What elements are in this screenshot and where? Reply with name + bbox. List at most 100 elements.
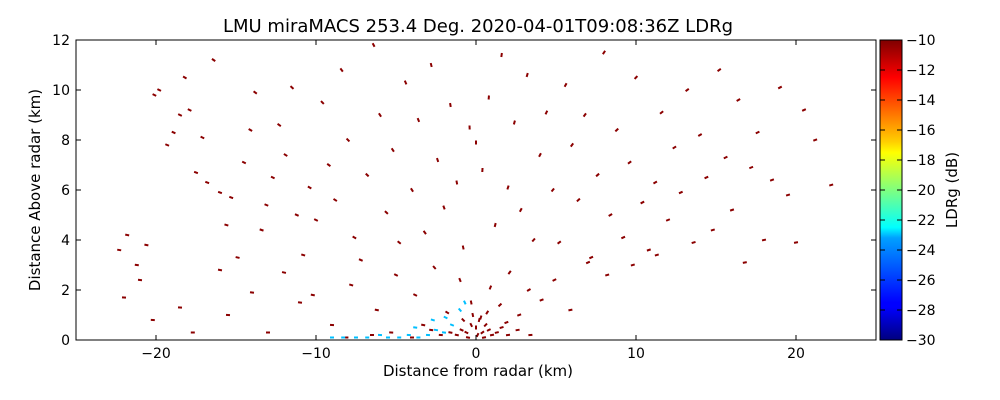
- data-point: [582, 112, 587, 118]
- y-tick-label: 6: [61, 183, 70, 199]
- data-point: [193, 170, 199, 175]
- data-point: [421, 323, 426, 327]
- data-point: [182, 75, 188, 80]
- data-point: [217, 190, 223, 195]
- data-point: [678, 190, 684, 195]
- data-point: [125, 233, 130, 237]
- data-point: [633, 75, 639, 80]
- data-point: [486, 328, 492, 332]
- data-point: [471, 312, 475, 318]
- data-point: [441, 331, 447, 334]
- data-point: [729, 208, 735, 212]
- data-point: [187, 108, 192, 112]
- data-point: [568, 308, 573, 312]
- data-point: [455, 180, 459, 185]
- y-tick-label: 10: [52, 83, 70, 99]
- data-point: [459, 328, 464, 332]
- data-point: [144, 243, 149, 247]
- data-point: [475, 332, 480, 338]
- data-point: [539, 298, 544, 302]
- colorbar: −10 −12 −14 −16 −18 −20 −22 −24 −26 −28 −30 LDRg (…: [879, 33, 961, 349]
- data-point: [457, 307, 463, 313]
- data-point: [654, 253, 660, 257]
- data-point: [352, 235, 357, 240]
- data-point: [204, 180, 210, 185]
- y-axis: 0 2 4 6 8 10 12: [52, 33, 876, 349]
- data-point: [563, 82, 568, 88]
- data-point: [454, 333, 459, 337]
- data-point: [506, 185, 510, 190]
- data-point: [685, 87, 690, 93]
- data-point: [585, 260, 591, 265]
- data-point: [640, 200, 645, 205]
- data-point: [264, 203, 269, 207]
- data-point: [458, 277, 462, 283]
- data-point: [464, 330, 469, 335]
- data-point: [429, 328, 434, 332]
- colorbar-tick-label: −12: [906, 63, 936, 79]
- data-point: [449, 323, 455, 327]
- data-point: [294, 213, 300, 217]
- data-point: [436, 157, 440, 163]
- data-point: [365, 172, 370, 178]
- x-axis: −20 −10 0 10 20: [141, 40, 805, 362]
- y-tick-label: 4: [61, 233, 70, 249]
- data-point: [710, 228, 716, 232]
- data-point: [691, 240, 696, 245]
- data-point: [544, 110, 549, 115]
- data-point: [422, 230, 427, 235]
- colorbar-tick-label: −26: [906, 273, 936, 289]
- data-point: [134, 263, 139, 267]
- data-point: [443, 315, 448, 320]
- data-point: [550, 187, 555, 193]
- data-point: [413, 326, 418, 329]
- data-point: [463, 300, 467, 305]
- data-point: [412, 293, 418, 297]
- data-point: [665, 218, 671, 222]
- data-point: [449, 102, 452, 108]
- data-point: [493, 222, 497, 228]
- data-point: [433, 328, 439, 332]
- colorbar-tick-label: −16: [906, 123, 936, 139]
- data-point: [652, 180, 658, 185]
- data-point: [429, 62, 433, 68]
- data-point: [358, 258, 364, 262]
- data-point: [156, 88, 162, 92]
- data-point: [801, 108, 807, 112]
- data-point: [497, 302, 503, 308]
- plot-area: −20 −10 0 10 20 0 2 4 6 8 10 12: [52, 33, 877, 362]
- x-tick-label: −10: [301, 346, 331, 362]
- data-point: [556, 240, 562, 245]
- data-point: [384, 210, 389, 215]
- data-point: [410, 187, 414, 193]
- data-point: [248, 128, 253, 132]
- data-point: [659, 110, 664, 115]
- data-point: [488, 285, 493, 290]
- data-point: [812, 138, 818, 142]
- data-point: [164, 143, 170, 147]
- data-point: [397, 240, 402, 245]
- data-point: [515, 328, 520, 332]
- data-point: [627, 160, 632, 165]
- data-point: [526, 288, 532, 292]
- data-point: [481, 336, 487, 339]
- data-point: [200, 135, 205, 140]
- data-point: [448, 331, 453, 334]
- data-point: [829, 183, 834, 187]
- data-point: [742, 261, 747, 264]
- data-point: [576, 197, 581, 203]
- colorbar-label: LDRg (dB): [943, 152, 961, 228]
- data-point: [552, 278, 557, 282]
- data-point: [785, 193, 791, 197]
- colorbar-tick-label: −30: [906, 333, 936, 349]
- data-point: [281, 271, 287, 274]
- data-point: [518, 207, 523, 213]
- data-point: [614, 127, 619, 133]
- data-point: [525, 72, 529, 78]
- x-tick-label: 20: [787, 346, 805, 362]
- data-point: [538, 152, 542, 158]
- data-point: [504, 320, 509, 325]
- data-point: [432, 265, 437, 270]
- data-point: [228, 195, 234, 200]
